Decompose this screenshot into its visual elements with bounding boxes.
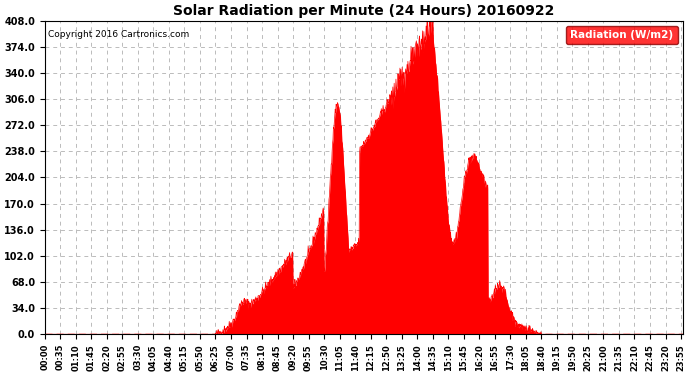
Legend: Radiation (W/m2): Radiation (W/m2)	[566, 26, 678, 44]
Text: Copyright 2016 Cartronics.com: Copyright 2016 Cartronics.com	[48, 30, 189, 39]
Title: Solar Radiation per Minute (24 Hours) 20160922: Solar Radiation per Minute (24 Hours) 20…	[173, 4, 555, 18]
